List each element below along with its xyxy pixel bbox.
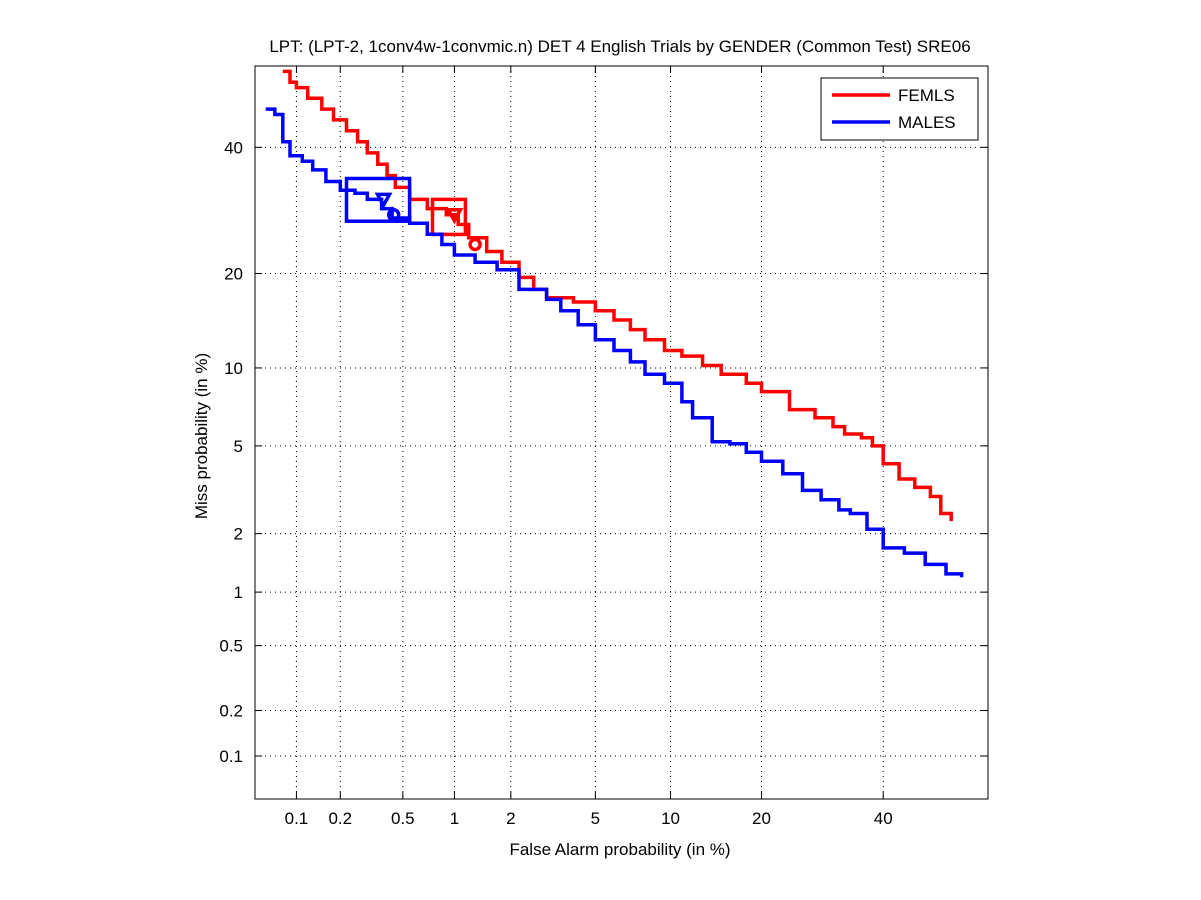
femls-det-curve (282, 69, 953, 522)
y-tick-label: 5 (234, 437, 243, 456)
males-actual-dcf-marker (386, 208, 401, 222)
y-tick-label: 2 (234, 525, 243, 544)
x-tick-label: 20 (752, 809, 771, 828)
series-layer (265, 69, 964, 578)
legend-label-femls: FEMLS (898, 86, 955, 105)
grid (255, 66, 988, 799)
y-tick-label: 0.5 (219, 637, 243, 656)
males-min-dcf-marker (374, 192, 393, 210)
x-tick-label: 1 (450, 809, 459, 828)
y-tick-label: 0.1 (219, 747, 243, 766)
y-axis-label: Miss probability (in %) (192, 353, 211, 519)
y-tick-label: 1 (234, 583, 243, 602)
x-tick-label: 10 (661, 809, 680, 828)
legend: FEMLS MALES (820, 77, 979, 141)
plot-frame (254, 65, 989, 800)
chart-title: LPT: (LPT-2, 1conv4w-1convmic.n) DET 4 E… (269, 37, 970, 56)
x-tick-label: 40 (874, 809, 893, 828)
y-axis: 0.1 0.2 0.5 1 2 5 10 20 40 (219, 138, 988, 766)
femls-confidence-box (430, 197, 468, 237)
femls-actual-dcf-marker (468, 237, 482, 252)
femls-min-dcf-marker (445, 208, 464, 225)
x-tick-label: 0.1 (285, 809, 309, 828)
x-axis: 0.1 0.2 0.5 1 2 5 10 20 40 (285, 66, 893, 828)
y-tick-label: 0.2 (219, 702, 243, 721)
x-tick-label: 0.5 (391, 809, 415, 828)
x-axis-label: False Alarm probability (in %) (509, 840, 730, 859)
y-tick-label: 20 (224, 265, 243, 284)
x-tick-label: 5 (591, 809, 600, 828)
y-tick-label: 10 (224, 359, 243, 378)
x-tick-label: 2 (506, 809, 515, 828)
y-tick-label: 40 (224, 138, 243, 157)
legend-box (820, 77, 979, 141)
males-confidence-box (344, 176, 412, 223)
x-tick-label: 0.2 (328, 809, 352, 828)
legend-label-males: MALES (898, 113, 956, 132)
